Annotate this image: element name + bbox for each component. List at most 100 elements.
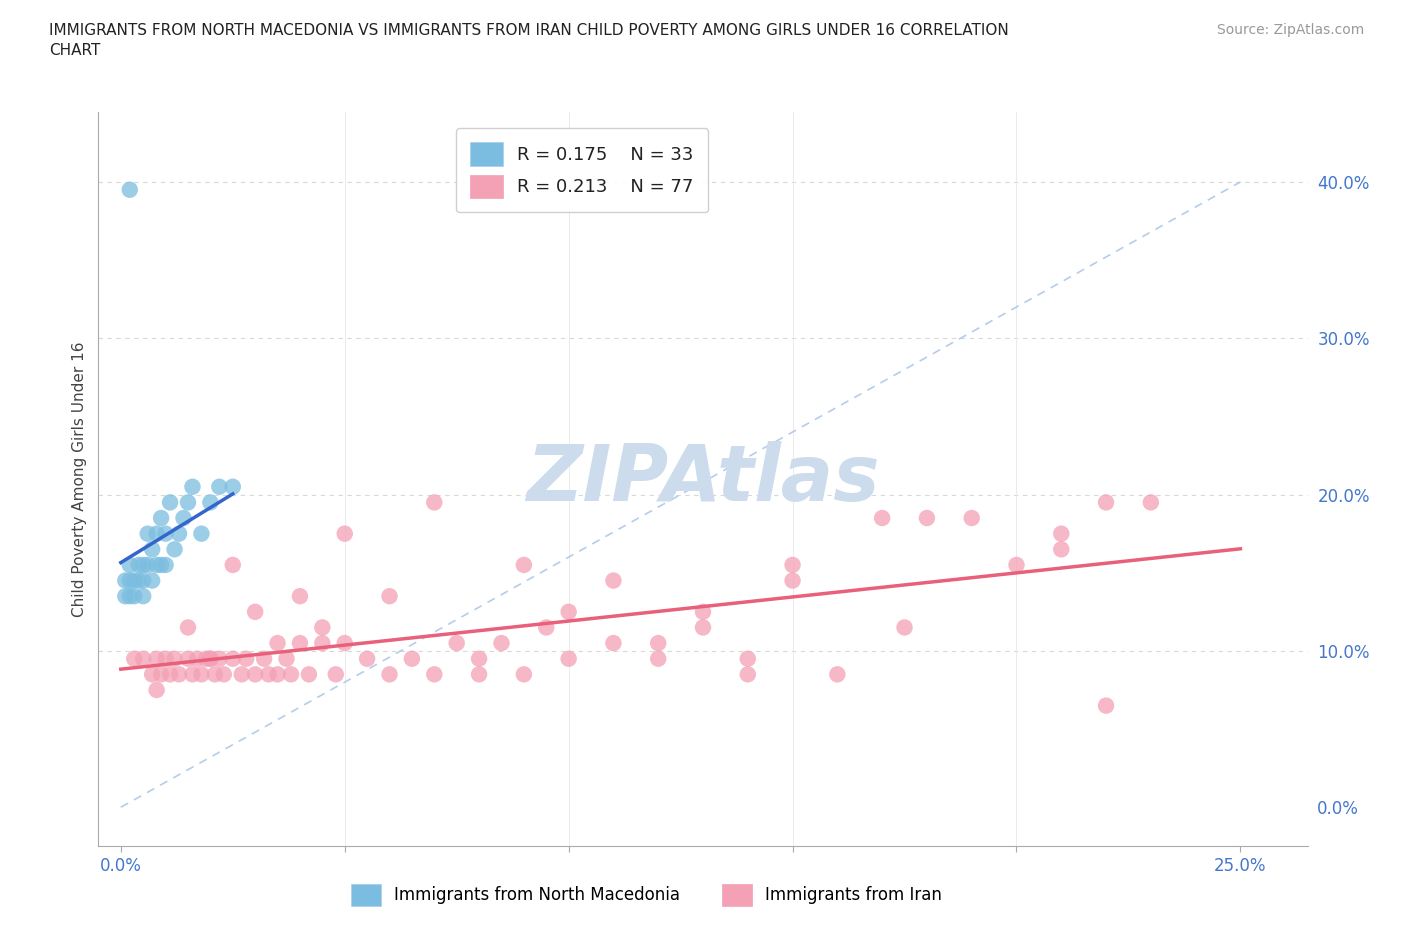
- Point: [222, 651, 245, 666]
- Point: [893, 620, 915, 635]
- Point: [1095, 495, 1118, 510]
- Point: [118, 589, 141, 604]
- Point: [311, 620, 333, 635]
- Point: [155, 557, 177, 572]
- Point: [243, 604, 266, 619]
- Point: [468, 651, 491, 666]
- Point: [163, 542, 186, 557]
- Point: [1140, 495, 1163, 510]
- Point: [257, 667, 280, 682]
- Point: [190, 667, 212, 682]
- Point: [155, 651, 177, 666]
- Point: [145, 683, 167, 698]
- Point: [536, 620, 558, 635]
- Point: [150, 557, 173, 572]
- Point: [141, 542, 163, 557]
- Point: [181, 479, 204, 494]
- Point: [647, 651, 669, 666]
- Point: [118, 182, 141, 197]
- Point: [222, 557, 245, 572]
- Legend: Immigrants from North Macedonia, Immigrants from Iran: Immigrants from North Macedonia, Immigra…: [344, 878, 949, 912]
- Point: [159, 667, 181, 682]
- Point: [737, 651, 759, 666]
- Point: [181, 667, 204, 682]
- Point: [468, 667, 491, 682]
- Point: [128, 573, 150, 588]
- Point: [122, 651, 145, 666]
- Point: [276, 651, 298, 666]
- Point: [423, 667, 446, 682]
- Text: IMMIGRANTS FROM NORTH MACEDONIA VS IMMIGRANTS FROM IRAN CHILD POVERTY AMONG GIRL: IMMIGRANTS FROM NORTH MACEDONIA VS IMMIG…: [49, 23, 1010, 58]
- Point: [231, 667, 253, 682]
- Point: [118, 557, 141, 572]
- Point: [194, 651, 217, 666]
- Point: [1050, 526, 1073, 541]
- Point: [960, 511, 983, 525]
- Point: [491, 635, 513, 650]
- Text: ZIPAtlas: ZIPAtlas: [526, 441, 880, 517]
- Point: [132, 651, 155, 666]
- Point: [212, 667, 235, 682]
- Point: [145, 526, 167, 541]
- Point: [333, 635, 356, 650]
- Point: [243, 667, 266, 682]
- Point: [1005, 557, 1028, 572]
- Point: [557, 651, 579, 666]
- Text: Source: ZipAtlas.com: Source: ZipAtlas.com: [1216, 23, 1364, 37]
- Point: [136, 557, 159, 572]
- Point: [177, 620, 200, 635]
- Point: [155, 526, 177, 541]
- Point: [114, 589, 136, 604]
- Point: [356, 651, 378, 666]
- Point: [177, 495, 200, 510]
- Point: [692, 604, 714, 619]
- Point: [288, 635, 311, 650]
- Legend: R = 0.175    N = 33, R = 0.213    N = 77: R = 0.175 N = 33, R = 0.213 N = 77: [456, 128, 709, 212]
- Point: [114, 573, 136, 588]
- Point: [647, 635, 669, 650]
- Point: [266, 635, 288, 650]
- Point: [200, 495, 222, 510]
- Point: [132, 573, 155, 588]
- Point: [235, 651, 257, 666]
- Point: [692, 620, 714, 635]
- Point: [173, 511, 195, 525]
- Point: [288, 589, 311, 604]
- Point: [423, 495, 446, 510]
- Point: [333, 526, 356, 541]
- Point: [915, 511, 938, 525]
- Point: [401, 651, 423, 666]
- Point: [145, 651, 167, 666]
- Point: [325, 667, 347, 682]
- Point: [1050, 542, 1073, 557]
- Point: [128, 557, 150, 572]
- Point: [132, 557, 155, 572]
- Point: [298, 667, 321, 682]
- Point: [163, 651, 186, 666]
- Point: [118, 573, 141, 588]
- Point: [141, 667, 163, 682]
- Point: [208, 479, 231, 494]
- Point: [200, 651, 222, 666]
- Point: [145, 557, 167, 572]
- Point: [136, 526, 159, 541]
- Point: [167, 667, 190, 682]
- Point: [737, 667, 759, 682]
- Y-axis label: Child Poverty Among Girls Under 16: Child Poverty Among Girls Under 16: [72, 341, 87, 617]
- Point: [253, 651, 276, 666]
- Point: [150, 511, 173, 525]
- Point: [602, 573, 624, 588]
- Point: [266, 667, 288, 682]
- Point: [177, 651, 200, 666]
- Point: [827, 667, 849, 682]
- Point: [167, 526, 190, 541]
- Point: [159, 495, 181, 510]
- Point: [190, 526, 212, 541]
- Point: [513, 667, 536, 682]
- Point: [602, 635, 624, 650]
- Point: [557, 604, 579, 619]
- Point: [378, 667, 401, 682]
- Point: [200, 651, 222, 666]
- Point: [782, 557, 804, 572]
- Point: [222, 479, 245, 494]
